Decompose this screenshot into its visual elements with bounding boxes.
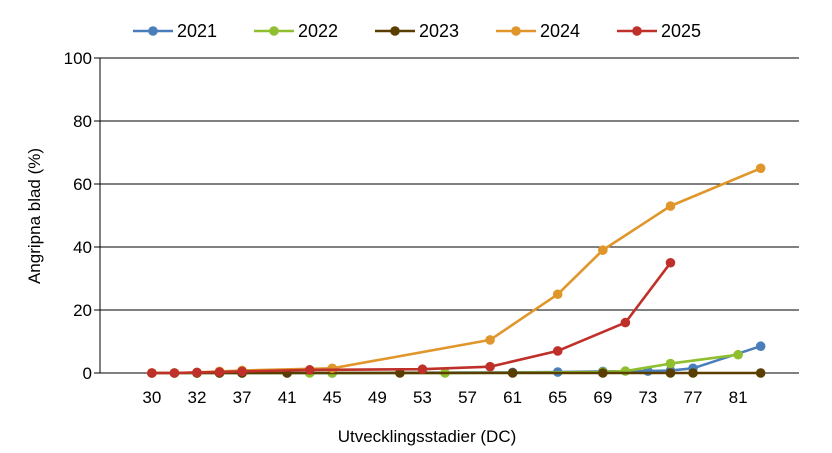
y-tick-label: 0 [83,364,92,383]
series-line-2025 [150,261,672,375]
data-point-2021 [755,341,766,352]
y-tick-label: 60 [73,175,92,194]
x-tick-label: 81 [729,388,748,407]
data-point-2025 [552,346,563,356]
x-tick-label: 61 [503,388,522,407]
data-point-2023 [507,368,518,378]
data-point-2025 [214,367,225,377]
data-point-2022 [620,366,631,376]
data-point-2023 [598,368,608,378]
x-tick-label: 37 [233,388,252,407]
legend-marker-2024 [511,26,521,36]
x-tick-label: 32 [187,388,206,407]
data-point-2025 [169,368,180,378]
legend-label-2023: 2023 [419,21,459,41]
x-tick-label: 30 [142,388,161,407]
legend-label-2024: 2024 [540,21,580,41]
x-tick-label: 53 [413,388,432,407]
x-tick-labels: 30 32 37 41 45 49 53 57 61 65 69 73 77 81 [142,388,747,407]
data-point-2025 [147,368,157,378]
legend-label-2022: 2022 [298,21,338,41]
data-point-2024 [327,363,338,374]
gridlines [100,57,799,311]
data-point-2025 [665,257,676,268]
data-point-2022 [665,358,676,369]
data-point-2024 [665,201,676,211]
y-tick-label: 20 [73,301,92,320]
data-point-2023 [688,368,698,378]
legend-label-2021: 2021 [177,21,217,41]
legend: 2021 2022 2023 2024 2025 [133,21,701,41]
data-point-2023 [755,368,766,378]
data-point-2025 [620,317,631,328]
y-axis-title: Angripna blad (%) [25,148,44,284]
x-tick-label: 77 [684,388,703,407]
data-point-2025 [417,364,428,375]
x-axis-title: Utvecklingsstadier (DC) [338,427,517,446]
legend-marker-2021 [148,26,158,36]
y-tick-label: 80 [73,112,92,131]
y-tick-label: 100 [64,49,92,68]
y-tick-labels: 0 20 40 60 80 100 [64,49,92,383]
x-tick-label: 65 [548,388,567,407]
data-point-2024 [552,289,563,300]
x-tick-label: 41 [278,388,297,407]
x-tick-label: 57 [458,388,477,407]
legend-marker-2023 [390,26,400,36]
data-point-2025 [485,361,495,372]
x-tick-label: 69 [593,388,612,407]
data-point-2024 [755,163,766,174]
data-point-2024 [598,245,608,255]
axes [94,57,799,374]
data-point-2025 [304,365,315,375]
data-point-2022 [733,349,743,360]
x-tick-label: 49 [368,388,387,407]
data-point-2025 [237,366,247,377]
legend-marker-2022 [269,26,279,36]
legend-label-2025: 2025 [661,21,701,41]
data-point-2025 [192,367,202,378]
legend-marker-2025 [632,26,642,36]
series-line-2024 [150,167,763,375]
x-tick-label: 45 [323,388,342,407]
x-tick-label: 73 [638,388,657,407]
data-point-2023 [665,368,676,378]
data-point-2024 [485,335,495,345]
series-lines [147,163,766,378]
y-tick-label: 40 [73,238,92,257]
